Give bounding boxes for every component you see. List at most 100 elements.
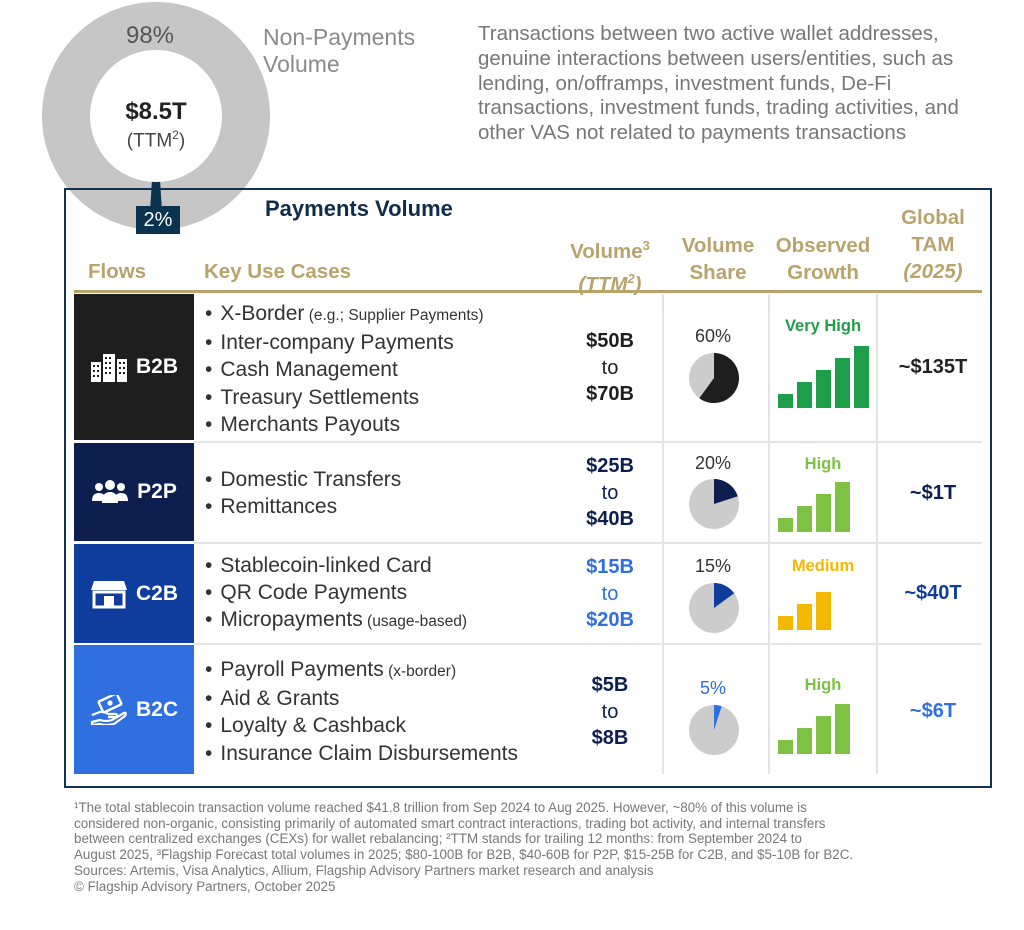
storefront-icon	[90, 580, 127, 608]
use-cases-p2p: • Domestic Transfers • Remittances	[205, 466, 401, 520]
pie-slice-share	[714, 479, 738, 504]
tam-p2p: ~$1T	[909, 482, 957, 504]
row-separator	[194, 542, 982, 544]
footnote: ¹The total stablecoin transaction volume…	[74, 800, 1004, 894]
tam-b2b: ~$135T	[898, 356, 968, 378]
growth-bar	[778, 518, 793, 532]
list-item: • Inter-company Payments	[205, 331, 454, 355]
footnote-line: between centralized exchanges (CEXs) for…	[74, 831, 802, 847]
flow-label-b2b: B2B	[74, 294, 194, 440]
growth-bar	[835, 482, 850, 532]
growth-bar	[816, 494, 831, 532]
list-item: • Domestic Transfers	[205, 468, 402, 491]
list-item: • Treasury Settlements	[205, 385, 420, 409]
list-item: • Stablecoin-linked Card	[205, 554, 432, 577]
list-item: • Merchants Payouts	[205, 412, 401, 436]
footnote-line: ¹The total stablecoin transaction volume…	[74, 800, 807, 815]
list-item: • Payroll Payments (x-border)	[205, 658, 457, 681]
growth-bar	[854, 346, 869, 408]
share-pie-p2p	[689, 479, 739, 529]
growth-label-b2b: Very High	[784, 317, 862, 335]
share-label-p2p: 20%	[694, 453, 732, 473]
growth-bar	[835, 704, 850, 754]
growth-bars-b2b	[778, 346, 869, 408]
list-item: • Remittances	[205, 495, 338, 519]
volume-b2b: $50B to $70B	[586, 330, 634, 405]
pie-slice-share	[714, 583, 735, 608]
flow-label-p2p: P2P	[74, 443, 194, 541]
list-item: • Micropayments (usage-based)	[205, 608, 468, 632]
flow-name-c2b: C2B	[135, 581, 178, 605]
non-payments-title: Non-Payments Volume	[263, 24, 416, 77]
list-item: • X-Border (e.g.; Supplier Payments)	[205, 302, 484, 325]
payments-volume-title: Payments Volume	[265, 196, 453, 221]
hand-money-icon	[90, 694, 127, 725]
non-payments-total-note: (TTM2)	[126, 128, 186, 152]
header-volume-share: Volume Share	[681, 234, 755, 284]
growth-bar	[816, 592, 831, 630]
growth-bar	[778, 394, 793, 408]
flow-name-p2p: P2P	[137, 480, 177, 503]
flow-name-b2b: B2B	[135, 355, 178, 378]
list-item: • Insurance Claim Disbursements	[205, 741, 518, 765]
row-separator	[194, 643, 982, 645]
volume-p2p: $25B to $40B	[586, 455, 634, 530]
use-cases-b2c: • Payroll Payments (x-border) • Aid & Gran…	[205, 656, 518, 767]
payments-volume-box	[64, 188, 992, 788]
flow-name-b2c: B2C	[135, 697, 178, 721]
growth-bar	[778, 740, 793, 754]
header-global-tam: Global TAM (2025)	[901, 206, 965, 283]
growth-label-p2p: High	[804, 455, 842, 473]
header-flows: Flows	[88, 260, 147, 283]
non-payments-description: Transactions between two active wallet a…	[478, 22, 959, 145]
header-observed-growth: Observed Growth	[775, 234, 871, 284]
pie-slice-share	[714, 705, 722, 730]
growth-bar	[797, 506, 812, 532]
header-rule	[74, 290, 982, 293]
flow-label-c2b: C2B	[74, 544, 194, 643]
list-item: • Loyalty & Cashback	[205, 714, 406, 738]
list-item: • Aid & Grants	[205, 687, 340, 711]
share-label-c2b: 15%	[694, 556, 732, 576]
growth-bar	[835, 358, 850, 408]
payments-share-label: 2%	[136, 206, 180, 234]
pie-slice-share	[699, 353, 739, 403]
list-item: • QR Code Payments	[205, 581, 408, 605]
growth-bar	[797, 382, 812, 408]
flow-label-b2c: B2C	[74, 645, 194, 774]
column-separator	[876, 294, 878, 774]
use-cases-c2b: • Stablecoin-linked Card • QR Code Payment…	[205, 552, 467, 636]
footnote-line: considered non-organic, consisting prima…	[74, 815, 826, 831]
share-label-b2c: 5%	[699, 678, 726, 698]
share-label-b2b: 60%	[694, 326, 732, 346]
buildings-icon	[90, 354, 127, 382]
use-cases-b2b: • X-Border (e.g.; Supplier Payments) • Int…	[205, 300, 484, 438]
volume-c2b: $15B to $20B	[586, 556, 634, 631]
tam-b2c: ~$6T	[909, 700, 957, 722]
column-separator	[662, 294, 664, 774]
growth-bar	[797, 728, 812, 754]
growth-label-b2c: High	[804, 676, 842, 694]
people-icon	[92, 480, 129, 503]
header-use-cases: Key Use Cases	[204, 260, 352, 283]
growth-label-c2b: Medium	[791, 557, 855, 575]
tam-c2b: ~$40T	[904, 582, 962, 604]
list-item: • Cash Management	[205, 358, 398, 382]
row-separator	[194, 441, 982, 443]
share-pie-c2b	[689, 583, 739, 633]
footnote-line: August 2025, ³Flagship Forecast total vo…	[74, 847, 854, 863]
share-pie-b2c	[689, 705, 739, 755]
column-separator	[768, 294, 770, 774]
footnote-line: Sources: Artemis, Visa Analytics, Allium…	[74, 862, 654, 878]
header-volume: Volume3 (TTM2)	[570, 238, 650, 296]
non-payments-share-label: 98%	[125, 22, 175, 49]
growth-bar	[778, 616, 793, 630]
growth-bars-b2c	[778, 704, 850, 754]
share-pie-b2b	[689, 353, 739, 403]
growth-bar	[816, 716, 831, 754]
growth-bars-p2p	[778, 482, 850, 532]
growth-bar	[797, 604, 812, 630]
volume-b2c: $5B to $8B	[591, 674, 629, 749]
footnote-line: © Flagship Advisory Partners, October 20…	[74, 878, 336, 894]
non-payments-total: $8.5T	[125, 98, 187, 125]
